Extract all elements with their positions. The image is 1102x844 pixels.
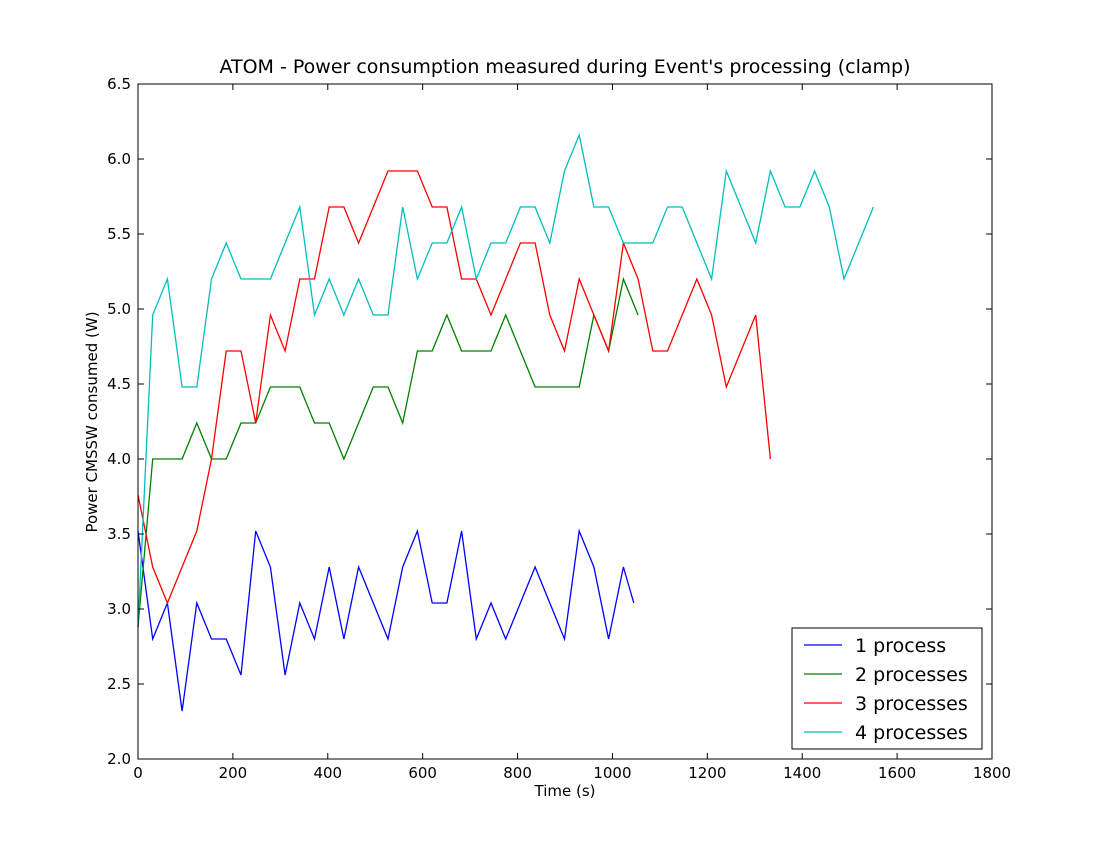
x-tick-label: 1400 (783, 764, 821, 782)
legend-label-4: 4 processes (855, 722, 968, 744)
x-axis-label: Time (s) (534, 782, 596, 800)
y-tick-label: 4.0 (107, 450, 131, 468)
x-tick-label: 600 (408, 764, 437, 782)
y-tick-label: 3.5 (107, 525, 131, 543)
series-line-2 (137, 276, 639, 628)
x-tick-label: 1200 (688, 764, 726, 782)
legend: 1 process 2 processes 3 processes 4 process… (791, 627, 983, 750)
x-tick-label: 400 (313, 764, 342, 782)
axes-frame (137, 83, 993, 760)
y-tick-label: 4.5 (107, 375, 131, 393)
series-line-4 (137, 132, 875, 628)
chart-title: ATOM - Power consumption measured during… (219, 56, 910, 78)
legend-box (791, 627, 983, 750)
legend-label-3: 3 processes (855, 693, 968, 715)
x-tick-label: 1600 (878, 764, 916, 782)
y-tick-label: 6.5 (107, 75, 131, 93)
legend-label-2: 2 processes (855, 664, 968, 686)
plot-area: 0 200 400 600 800 1000 1200 1400 1600 1800 2.0 2.5 3… (107, 75, 1011, 782)
y-tick-label: 6.0 (107, 150, 131, 168)
series-line-1 (137, 528, 635, 712)
y-axis-label: Power CMSSW consumed (W) (83, 311, 101, 532)
x-tick-label: 1000 (593, 764, 631, 782)
y-tick-label: 2.0 (107, 750, 131, 768)
legend-label-1: 1 process (855, 635, 946, 657)
series-line-3 (137, 170, 772, 605)
x-tick-label: 800 (503, 764, 532, 782)
y-tick-label: 3.0 (107, 600, 131, 618)
x-tick-label: 200 (219, 764, 248, 782)
y-tick-label: 5.5 (107, 225, 131, 243)
x-tick-label: 0 (133, 764, 143, 782)
y-tick-label: 2.5 (107, 675, 131, 693)
y-tick-label: 5.0 (107, 300, 131, 318)
x-tick-label: 1800 (973, 764, 1011, 782)
